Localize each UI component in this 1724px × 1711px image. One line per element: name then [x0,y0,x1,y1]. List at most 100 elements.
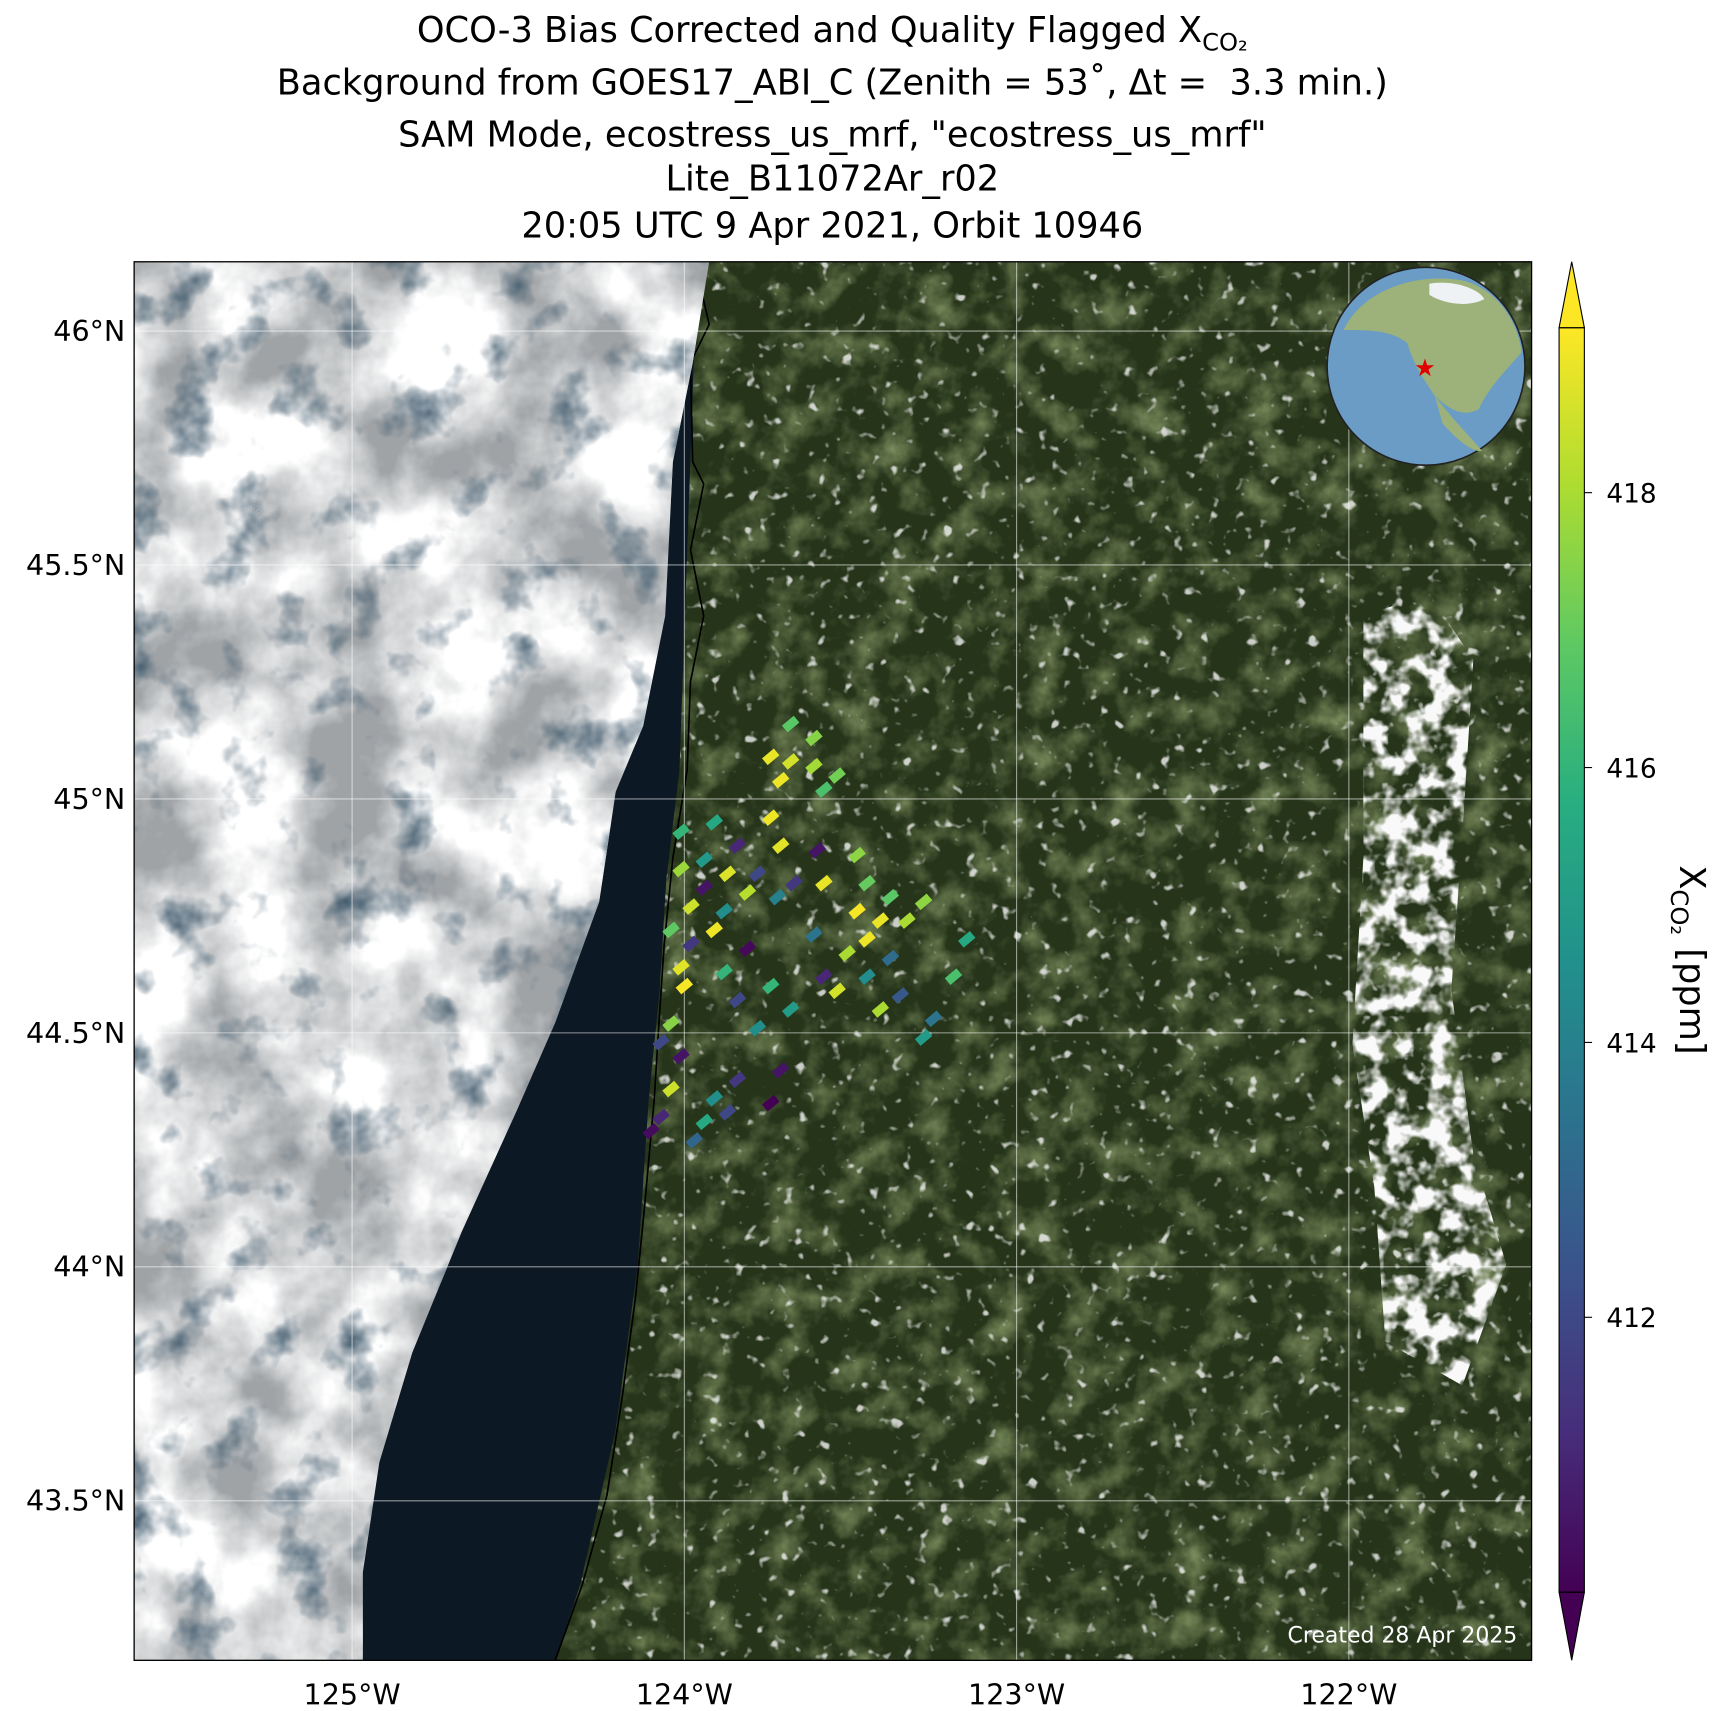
sounding [871,1001,890,1018]
globe-ice [1429,282,1485,304]
sounding [762,748,780,766]
sounding [715,963,733,981]
sounding [705,1090,723,1107]
y-tick-label: 44°N [53,1250,125,1284]
sounding [662,1080,680,1098]
sounding [642,1122,660,1140]
globe-land [1343,278,1522,413]
title-text: SAM Mode, ecostress_us_mrf, "ecostress_u… [398,114,1266,155]
title-line: Lite_B11072Ar_r02 [665,158,999,199]
title-text: 20:05 UTC 9 Apr 2021, Orbit 10946 [521,206,1143,247]
sounding [675,977,694,995]
title-subscript: CO₂ [1202,29,1248,57]
sounding [815,874,833,892]
colorbar: 412 414 416 418 XCO₂ [ppm] [1558,261,1712,1661]
sounding [858,968,876,986]
sounding [672,860,690,878]
title-line: Background from GOES17_ABI_C (Zenith = 5… [277,63,1388,104]
sounding [738,940,757,957]
sounding [762,977,780,995]
sounding [898,912,916,929]
created-note: Created 28 Apr 2025 [1288,1624,1518,1649]
sounding [728,837,747,855]
y-tick-label: 46°N [53,314,125,348]
sounding [762,809,780,826]
sounding [891,987,910,1004]
sounding [715,902,733,920]
sounding [695,1113,714,1131]
sounding [762,1094,780,1112]
x-tick-label: 125°W [304,1677,401,1711]
sounding [748,865,767,883]
sounding [808,842,826,859]
sounding [914,893,933,911]
x-tick-label: 122°W [1300,1677,1397,1711]
axes: 125°W 124°W 123°W 122°W 43.5°N 44°N 44.5°N 45°N… [26,314,1397,1711]
sounding [695,879,714,897]
sounding [768,888,787,906]
title-line: SAM Mode, ecostress_us_mrf, "ecostress_u… [398,114,1266,155]
sounding [705,814,723,831]
y-tick-label: 45°N [53,782,125,816]
sounding [705,921,723,939]
sounding [848,902,866,920]
sounding [805,729,823,747]
colorbar-tick-label: 414 [1606,1029,1656,1059]
sounding [881,949,900,967]
sounding [771,837,790,855]
sounding [944,968,963,986]
title-text: Lite_B11072Ar_r02 [665,158,999,199]
sounding [828,982,846,1000]
sounding [685,1132,704,1149]
title-text: OCO-3 Bias Corrected and Quality Flagged… [417,10,1202,51]
sounding [785,874,803,892]
colorbar-tick-label: 412 [1606,1304,1656,1334]
sounding [672,959,690,976]
sounding [781,715,800,733]
sounding [738,884,757,901]
soundings [642,715,976,1149]
sounding [718,865,737,883]
globe-land [1434,395,1483,452]
sounding [914,1029,933,1046]
sounding [672,1047,690,1065]
sounding [838,945,856,962]
sounding [662,921,680,939]
sounding [662,1015,680,1032]
sounding [858,930,876,948]
colorbar-tick-label: 418 [1606,480,1656,510]
colorbar-label-text: X [1671,865,1712,889]
title-text: Background from GOES17_ABI_C (Zenith = 5… [277,63,1388,104]
title-block: OCO-3 Bias Corrected and Quality Flagged… [277,10,1388,247]
sounding [881,888,900,906]
y-tick-label: 43.5°N [26,1484,125,1518]
sounding [682,898,700,915]
sounding [781,1001,800,1018]
title-line: OCO-3 Bias Corrected and Quality Flagged… [417,10,1248,57]
map-background: ★ [134,261,1532,1661]
coastline [554,261,711,1661]
colorbar-tick-label: 416 [1606,754,1656,784]
sounding [728,1071,747,1088]
sounding [682,935,700,953]
sounding [858,874,876,892]
globe-inset: ★ [1326,266,1526,467]
sounding [924,1010,943,1028]
sounding [781,753,800,770]
sounding [652,1108,670,1126]
x-tick-label: 123°W [968,1677,1065,1711]
sounding [815,781,833,798]
colorbar-extend-max [1558,261,1586,329]
sounding [718,1104,737,1121]
x-tick-label: 124°W [636,1677,733,1711]
colorbar-frame [1558,327,1585,1593]
location-star: ★ [1414,354,1436,382]
sounding [652,1033,670,1051]
sounding [848,846,866,864]
sounding [871,912,890,929]
sounding [771,1061,790,1079]
sounding [805,926,823,943]
y-tick-label: 44.5°N [26,1016,125,1050]
colorbar-label: XCO₂ [ppm] [1665,865,1712,1054]
